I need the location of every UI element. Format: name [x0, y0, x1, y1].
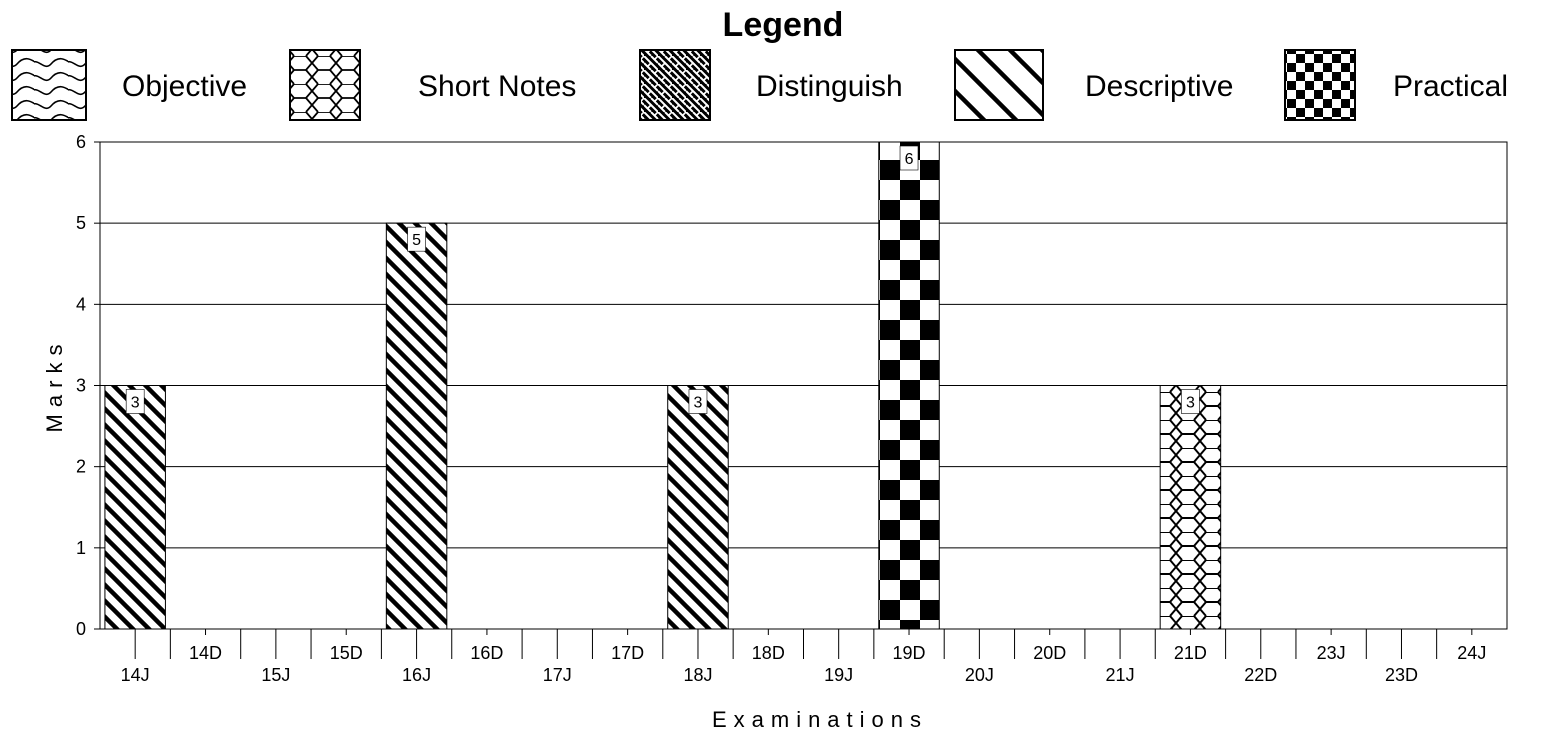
x-tick-label: 15D [330, 643, 363, 663]
x-tick-label: 18J [683, 665, 712, 685]
x-tick-label: 17J [543, 665, 572, 685]
x-tick-label: 16J [402, 665, 431, 685]
data-label-box [407, 226, 426, 252]
legend-label: Short Notes [418, 70, 576, 103]
legend-swatch-practical [1284, 49, 1356, 121]
x-tick-label: 19D [893, 643, 926, 663]
x-tick-label: 20J [965, 665, 994, 685]
data-label: 6 [905, 151, 914, 168]
legend-label: Objective [122, 70, 247, 103]
x-tick-label: 16D [470, 643, 503, 663]
legend-swatch-distinguish [639, 49, 711, 121]
x-tick-label: 23J [1317, 643, 1346, 663]
y-tick-label: 3 [76, 376, 86, 396]
x-tick-label: 24J [1457, 643, 1486, 663]
x-tick-label: 23D [1385, 665, 1418, 685]
x-tick-label: 15J [261, 665, 290, 685]
x-tick-label: 19J [824, 665, 853, 685]
bars [104, 141, 1222, 630]
y-axis-ticks: 0 1 2 3 4 5 6 [76, 132, 100, 639]
bar-practical-19D [878, 141, 940, 630]
y-axis-title: Marks [42, 338, 67, 433]
data-label-box [688, 389, 708, 414]
y-tick-label: 5 [76, 213, 86, 233]
legend-swatch-short-notes [289, 49, 361, 121]
bar-descriptive-14J [104, 385, 166, 630]
bar-short-notes-21D [1159, 385, 1222, 630]
legend-label: Descriptive [1085, 70, 1233, 103]
legend-title: Legend [723, 6, 844, 44]
x-tick-label: 21J [1106, 665, 1135, 685]
x-tick-label: 14D [189, 643, 222, 663]
data-labels: 3 5 3 6 3 [125, 145, 1200, 414]
y-tick-label: 2 [76, 457, 86, 477]
data-label-box [125, 389, 145, 414]
bar-descriptive-18J [667, 385, 729, 630]
data-label: 3 [131, 395, 140, 412]
legend-label: Distinguish [756, 70, 903, 103]
legend-label: Practical [1393, 70, 1508, 103]
y-tick-label: 0 [76, 619, 86, 639]
data-label: 5 [412, 232, 421, 249]
legend-swatch-objective [11, 49, 87, 121]
x-axis-title: Examinations [712, 707, 928, 732]
y-tick-label: 4 [76, 294, 86, 314]
x-axis-ticks: 14J 14D 15J 15D 16J 16D 17J 17D 18J 18D 19J 19D 20J 2… [121, 629, 1486, 685]
data-label: 3 [1186, 395, 1195, 412]
data-label-box [1181, 389, 1200, 414]
x-tick-label: 22D [1244, 665, 1277, 685]
x-tick-label: 14J [121, 665, 150, 685]
legend: Objective Short Notes Distinguish Descripti… [11, 49, 1508, 121]
x-tick-label: 18D [752, 643, 785, 663]
legend-swatch-descriptive [954, 49, 1044, 121]
bar-descriptive-16J [385, 222, 448, 630]
x-tick-label: 21D [1174, 643, 1207, 663]
gridlines [100, 141, 1507, 549]
y-tick-label: 1 [76, 538, 86, 558]
data-label: 3 [694, 395, 703, 412]
y-tick-label: 6 [76, 132, 86, 152]
x-tick-label: 20D [1033, 643, 1066, 663]
data-label-box [899, 145, 919, 171]
x-tick-label: 17D [611, 643, 644, 663]
